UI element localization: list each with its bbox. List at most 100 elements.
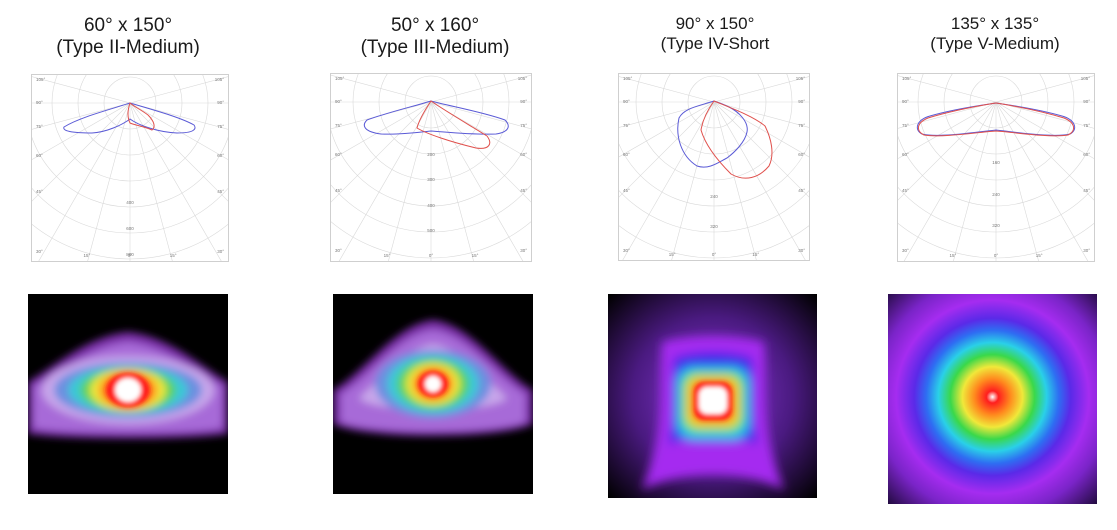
panel-2-heatmap-svg — [333, 294, 533, 494]
bottom-angle-label: 0° — [712, 252, 717, 257]
right-angle-label: 45° — [217, 189, 224, 194]
polar-angle-labels: 105° 90° 75° 60° 45° 30° 105° 90° 75° 60° 45° 30° 15… — [36, 77, 224, 258]
polar-grid-spoke — [129, 102, 228, 160]
polar-grid-spoke — [331, 101, 432, 161]
polar-grid — [619, 74, 809, 260]
panel-2-polar-svg: 105° 90° 75° 60° 45° 30° 105° 90° 75° 60° 45° 30° 15… — [331, 74, 531, 261]
bottom-angle-label: 15° — [669, 252, 676, 257]
polar-angle-labels: 105° 90° 75° 60° 45° 30° 105° 90° 75° 60° 45° 30° 15… — [902, 76, 1090, 258]
radial-label: 240 — [992, 192, 1000, 197]
radial-label: 500 — [427, 228, 435, 233]
bottom-angle-label: 0° — [994, 253, 999, 258]
polar-grid-spoke — [129, 102, 228, 130]
polar-grid-spoke — [713, 101, 757, 260]
bottom-angle-label: 15° — [1036, 253, 1043, 258]
polar-grid-spoke — [87, 102, 131, 261]
left-angle-label: 45° — [623, 188, 630, 193]
red-distribution-curve — [700, 100, 773, 179]
polar-grid-spoke — [129, 102, 222, 261]
left-angle-label: 90° — [902, 99, 909, 104]
panel-3-title-line2: (Type IV-Short — [660, 33, 770, 53]
polar-grid-spoke — [430, 101, 474, 261]
panel-3-title-line1: 90° x 150° — [675, 14, 755, 33]
left-angle-label: 105° — [36, 77, 46, 82]
left-angle-label: 60° — [36, 153, 43, 158]
polar-grid-spoke — [619, 101, 715, 158]
blue-distribution-curve — [916, 102, 1076, 136]
red-distribution-curve — [416, 100, 491, 149]
polar-grid-spoke — [953, 101, 997, 261]
polar-grid-spoke — [671, 101, 715, 260]
left-angle-label: 75° — [623, 123, 630, 128]
radial-label: 400 — [427, 203, 435, 208]
panel-2-title-line2: (Type III-Medium) — [360, 36, 510, 58]
panel-2-title-line1: 50° x 160° — [390, 15, 480, 36]
polar-grid-spoke — [331, 101, 432, 130]
panel-4-title-line1: 135° x 135° — [950, 14, 1040, 33]
left-angle-label: 30° — [36, 249, 43, 254]
polar-grid-spoke — [713, 101, 806, 260]
left-angle-label: 60° — [335, 152, 342, 157]
polar-grid-spoke — [388, 101, 432, 261]
left-angle-label: 30° — [623, 248, 630, 253]
right-angle-label: 105° — [215, 77, 225, 82]
radial-label: 400 — [126, 200, 134, 205]
right-angle-label: 30° — [520, 248, 527, 253]
polar-grid-spoke — [713, 101, 809, 158]
bottom-angle-label: 15° — [949, 253, 956, 258]
panel-3-title: 90° x 150° (Type IV-Short — [615, 14, 815, 53]
polar-grid-spoke — [331, 101, 432, 203]
bottom-angle-label: 0° — [128, 253, 133, 258]
radial-label: 320 — [710, 224, 718, 229]
polar-grid-spoke — [129, 76, 228, 104]
radial-label: 300 — [427, 177, 435, 182]
polar-grid-spoke — [713, 101, 809, 198]
radial-label: 800 — [126, 252, 134, 257]
right-angle-label: 45° — [1083, 188, 1090, 193]
left-angle-label: 30° — [902, 248, 909, 253]
bottom-angle-label: 15° — [752, 252, 759, 257]
panel-3-light-distribution-heatmap — [608, 294, 817, 498]
polar-grid-spoke — [32, 102, 131, 160]
panel-2-polar-diagram: 105° 90° 75° 60° 45° 30° 105° 90° 75° 60° 45° 30° 15… — [330, 73, 532, 262]
right-angle-label: 30° — [798, 248, 805, 253]
bottom-angle-label: 0° — [429, 253, 434, 258]
panel-4-heatmap-svg — [888, 294, 1097, 504]
left-angle-label: 30° — [335, 248, 342, 253]
polar-grid-spoke — [32, 102, 131, 202]
polar-grid-spoke — [129, 102, 228, 202]
polar-grid-spoke — [430, 74, 531, 103]
panel-4-title-line2: (Type V-Medium) — [930, 33, 1060, 53]
panel-1-light-distribution-heatmap — [28, 294, 228, 494]
polar-grid — [331, 74, 531, 261]
right-angle-label: 90° — [1083, 99, 1090, 104]
left-angle-label: 75° — [335, 123, 342, 128]
polar-grid-spoke — [995, 101, 1094, 201]
polar-grid-spoke — [898, 75, 997, 103]
panel-4-polar-svg: 105° 90° 75° 60° 45° 30° 105° 90° 75° 60° 45° 30° 15… — [898, 74, 1094, 261]
polar-grid-spoke — [331, 74, 432, 103]
panel-4-title: 135° x 135° (Type V-Medium) — [895, 14, 1095, 53]
right-angle-label: 75° — [520, 123, 527, 128]
right-angle-label: 75° — [217, 124, 224, 129]
bottom-angle-label: 15° — [170, 253, 177, 258]
polar-grid — [32, 75, 228, 261]
left-angle-label: 75° — [36, 124, 43, 129]
polar-grid-spoke — [995, 101, 1089, 261]
panel-1-polar-svg: 105° 90° 75° 60° 45° 30° 105° 90° 75° 60° 45° 30° 15… — [32, 75, 228, 261]
left-angle-label: 90° — [335, 99, 342, 104]
polar-grid-spoke — [38, 102, 131, 261]
panel-1-title: 60° x 150° (Type II-Medium) — [28, 15, 228, 59]
panel-4-light-distribution-heatmap — [888, 294, 1097, 504]
polar-grid-spoke — [995, 101, 1094, 159]
right-angle-label: 60° — [217, 153, 224, 158]
polar-grid-spoke — [995, 101, 1039, 261]
radial-label: 200 — [427, 152, 435, 157]
radial-label: 600 — [126, 226, 134, 231]
panel-1-title-line1: 60° x 150° — [83, 15, 173, 36]
panel-3-polar-svg: 105° 90° 75° 60° 45° 30° 105° 90° 75° 60° 45° 30° 15… — [619, 74, 809, 260]
polar-grid-spoke — [619, 101, 715, 198]
panel-1-title-line2: (Type II-Medium) — [56, 36, 200, 58]
blue-distribution-curve — [363, 100, 509, 135]
right-angle-label: 30° — [217, 249, 224, 254]
